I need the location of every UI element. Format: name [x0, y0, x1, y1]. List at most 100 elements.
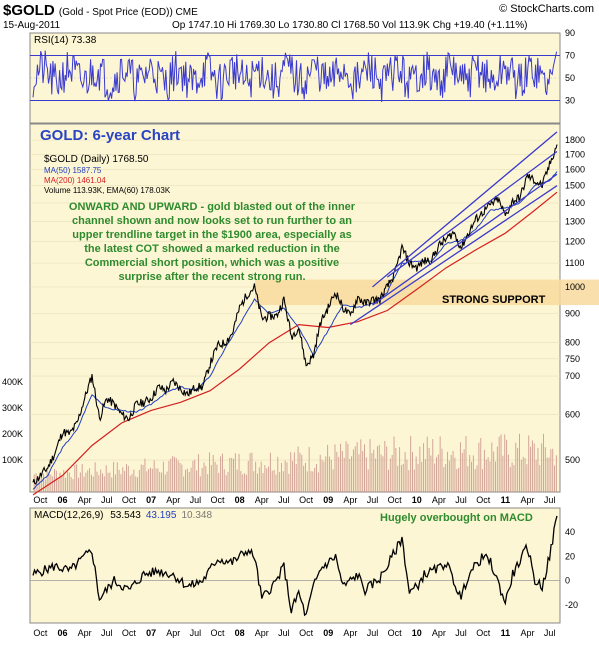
volume-bar: [330, 459, 332, 492]
volume-bar: [343, 457, 345, 492]
volume-bar: [292, 460, 294, 492]
volume-bar: [103, 476, 105, 492]
x-tick-label: Oct: [33, 495, 48, 505]
volume-bar: [371, 453, 373, 492]
volume-bar: [352, 449, 354, 492]
volume-bar: [314, 467, 316, 492]
volume-bar: [266, 468, 268, 492]
volume-bar: [83, 476, 85, 492]
volume-bar: [118, 469, 120, 492]
price-line: [32, 144, 558, 485]
volume-bar: [138, 469, 140, 492]
volume-bar: [277, 456, 279, 492]
price-y-axis: 1800 1700 1600 1500 1400 1300 1200 1100 1000 900 8…: [565, 135, 585, 465]
volume-bar: [57, 479, 59, 492]
x-tick-label: Jul: [278, 628, 290, 638]
volume-bar: [65, 477, 67, 492]
volume-bar: [218, 472, 220, 492]
x-tick-label: Oct: [122, 495, 137, 505]
x-tick-label: Apr: [166, 495, 180, 505]
x-tick-label: 09: [323, 628, 333, 638]
volume-bar: [493, 451, 495, 492]
volume-bar: [286, 462, 288, 492]
legend-ma50: MA(50) 1587.75: [44, 166, 102, 175]
volume-bar: [268, 466, 270, 492]
volume-bar: [408, 470, 410, 492]
volume-bar: [400, 465, 402, 492]
x-tick-label: Apr: [255, 495, 269, 505]
commentary: ONWARD AND UPWARD - gold blasted out of …: [69, 201, 356, 283]
volume-bar: [41, 474, 43, 492]
volume-bar: [256, 473, 258, 492]
macd-tick-label: 40: [565, 527, 575, 537]
volume-bar: [183, 476, 185, 492]
volume-bar: [528, 435, 530, 492]
volume-bar: [144, 458, 146, 492]
volume-bar: [341, 450, 343, 492]
volume-bar: [317, 472, 319, 492]
volume-bar: [131, 474, 133, 492]
volume-bar: [74, 464, 76, 492]
price-tick-label: 1800: [565, 135, 585, 145]
volume-bar: [537, 448, 539, 492]
volume-tick-label: 200K: [2, 429, 23, 439]
x-tick-label: 10: [412, 495, 422, 505]
volume-bar: [122, 467, 124, 492]
stockcharts-logo: © StockCharts.com: [499, 3, 594, 15]
volume-bar: [209, 452, 211, 492]
volume-bar: [280, 462, 282, 492]
volume-bar: [531, 440, 533, 492]
volume-bar: [249, 453, 251, 492]
macd-legend: MACD(12,26,9) 53.543 43.195 10.348: [34, 510, 212, 521]
chart-symbol-desc: (Gold - Spot Price (EOD)) CME: [58, 7, 198, 18]
volume-bar: [120, 474, 122, 492]
macd-x-axis: Oct 06 Apr Jul Oct 07 Apr Jul Oct 08 Apr Jul Oct 09 Ap…: [33, 628, 555, 638]
volume-bar: [391, 454, 393, 492]
x-tick-label: Apr: [432, 628, 446, 638]
volume-bar: [319, 454, 321, 492]
macd-y-axis: 40 20 0 -20: [565, 527, 578, 610]
x-tick-label: Oct: [210, 628, 225, 638]
volume-bar: [186, 468, 188, 492]
commentary-line: upper trendline target in the $1900 area…: [72, 229, 351, 241]
volume-bar: [439, 436, 441, 492]
volume-bar: [435, 457, 437, 492]
volume-bar: [155, 468, 157, 492]
volume-bar: [447, 451, 449, 492]
volume-bar: [157, 468, 159, 492]
volume-bar: [303, 465, 305, 492]
volume-bar: [467, 466, 469, 492]
volume-bar: [275, 474, 277, 492]
volume-bar: [244, 473, 246, 492]
volume-bar: [424, 459, 426, 492]
trendline-inner-upper: [386, 150, 558, 278]
volume-bar: [517, 447, 519, 492]
x-tick-label: 06: [58, 628, 68, 638]
x-tick-label: Apr: [78, 628, 92, 638]
volume-bar: [140, 464, 142, 492]
trendline-outer-upper: [372, 131, 558, 288]
volume-bar: [456, 469, 458, 492]
macd-line: [32, 515, 558, 617]
volume-bar: [113, 461, 115, 492]
volume-bar: [295, 464, 297, 492]
volume-bar: [421, 462, 423, 492]
rsi-reference-lines: [30, 55, 560, 101]
commentary-line: the latest COT showed a marked reduction…: [84, 243, 340, 255]
chart-date: 15-Aug-2011: [3, 20, 61, 31]
volume-bar: [472, 455, 474, 492]
rsi-line: [32, 50, 558, 103]
volume-bar: [310, 471, 312, 492]
x-tick-label: Oct: [122, 628, 137, 638]
volume-bar: [423, 443, 425, 492]
volume-bar: [402, 463, 404, 492]
volume-bar: [378, 444, 380, 492]
x-tick-label: Jul: [190, 628, 202, 638]
volume-bar: [450, 455, 452, 492]
volume-bar: [42, 473, 44, 492]
volume-bar: [437, 454, 439, 492]
volume-bar: [358, 454, 360, 492]
volume-bar: [125, 464, 127, 492]
x-tick-label: Apr: [432, 495, 446, 505]
